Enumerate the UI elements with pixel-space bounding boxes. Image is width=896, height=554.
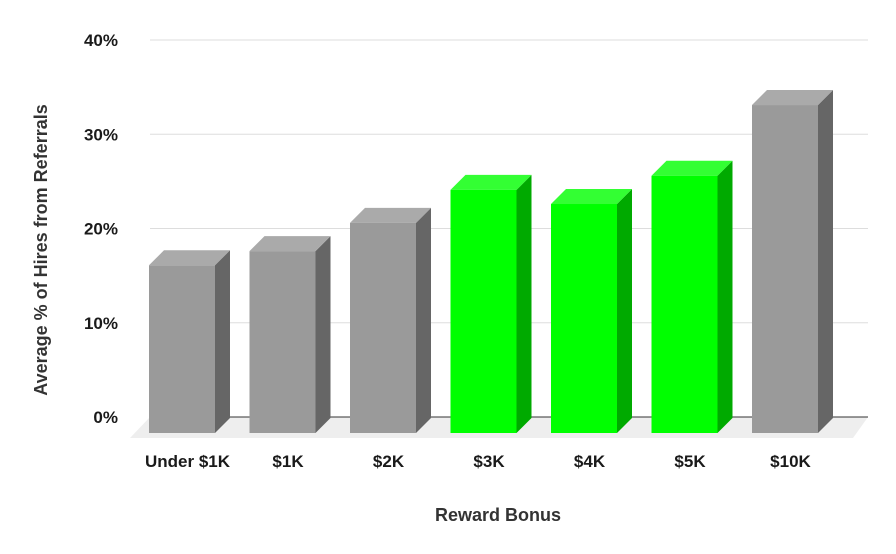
bar-top: [350, 207, 431, 223]
bar-side: [818, 90, 833, 434]
bar-side: [516, 174, 532, 433]
y-axis-ticks: 0% 10% 20% 30% 40%: [84, 31, 118, 427]
bar-top: [651, 160, 733, 176]
bar-front: [551, 204, 617, 433]
y-tick-label: 20%: [84, 220, 118, 239]
bar: [752, 90, 833, 434]
bar: [551, 189, 632, 433]
bar-front: [249, 251, 316, 433]
x-category-label: $5K: [674, 452, 706, 471]
bars: [149, 90, 833, 434]
y-tick-label: 0%: [93, 408, 118, 427]
x-category-label: $4K: [574, 452, 606, 471]
bar: [149, 250, 230, 433]
y-axis-title: Average % of Hires from Referrals: [31, 104, 51, 395]
x-axis-title: Reward Bonus: [435, 505, 561, 525]
x-category-label: $2K: [373, 452, 405, 471]
bar: [350, 207, 431, 433]
y-tick-label: 30%: [84, 125, 118, 144]
bar-side: [315, 236, 331, 433]
y-tick-label: 10%: [84, 314, 118, 333]
bar-top: [149, 250, 230, 266]
bar-front: [350, 222, 416, 433]
bar-front: [450, 189, 517, 433]
bar: [651, 160, 733, 434]
x-category-label: $1K: [272, 452, 304, 471]
x-category-label: $3K: [473, 452, 505, 471]
bar-side: [717, 160, 733, 434]
y-tick-label: 40%: [84, 31, 118, 50]
bar-top: [752, 90, 833, 106]
bar-side: [416, 207, 431, 433]
x-category-label: $10K: [770, 452, 811, 471]
x-category-label: Under $1K: [145, 452, 231, 471]
bar-side: [215, 250, 230, 433]
bar-top: [551, 189, 632, 205]
bar: [249, 236, 331, 433]
bar-top: [249, 236, 331, 252]
x-axis-categories: Under $1K $1K $2K $3K $4K $5K $10K: [145, 452, 812, 471]
bar-front: [149, 265, 215, 433]
bar-top: [450, 174, 532, 190]
bar-front: [752, 105, 818, 434]
bar-side: [617, 189, 632, 433]
bar: [450, 174, 532, 433]
bar-front: [651, 175, 718, 434]
